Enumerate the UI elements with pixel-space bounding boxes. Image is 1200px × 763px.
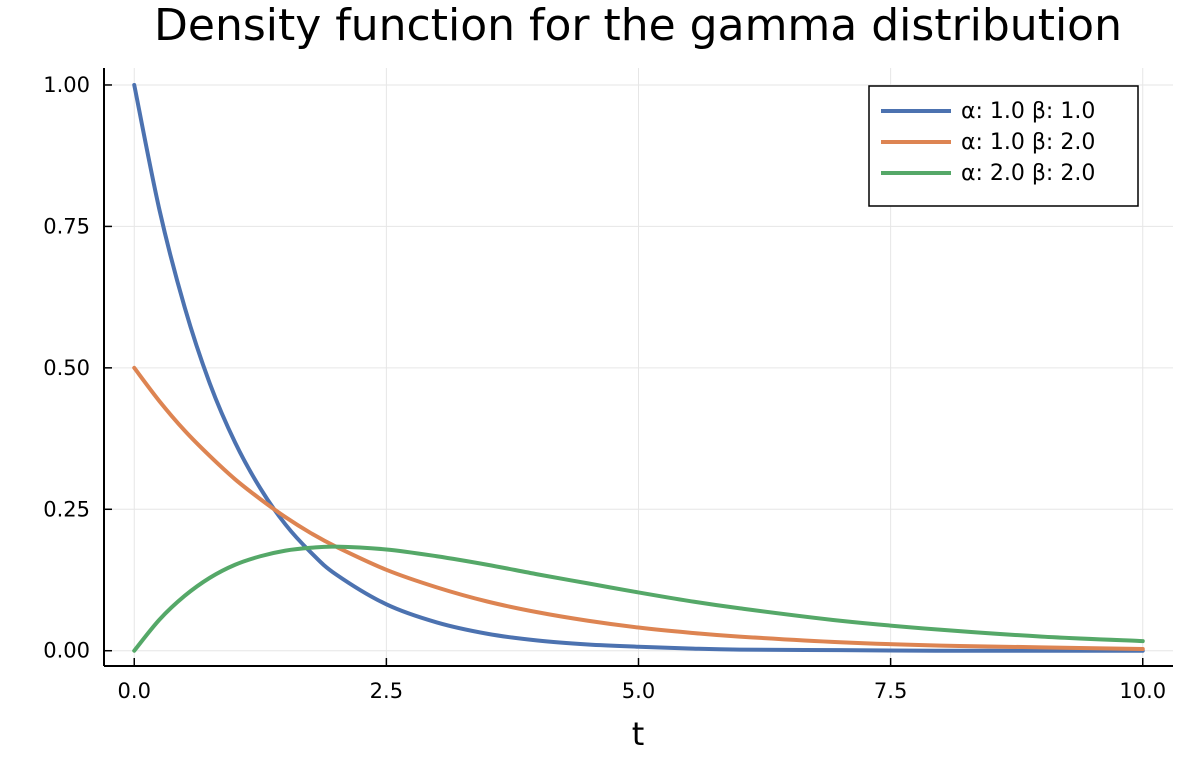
chart-title: Density function for the gamma distribut… — [154, 0, 1122, 51]
y-tick-label: 1.00 — [43, 73, 90, 97]
x-tick-label: 7.5 — [874, 679, 907, 703]
y-tick-label: 0.75 — [43, 214, 90, 238]
legend-entry-label: α: 2.0 β: 2.0 — [961, 161, 1095, 186]
series-layer — [132, 82, 1145, 653]
y-tick-label: 0.00 — [43, 639, 90, 663]
x-tick-label: 10.0 — [1119, 679, 1166, 703]
grid-layer — [104, 68, 1173, 666]
series-line-3 — [132, 544, 1145, 653]
legend: α: 1.0 β: 1.0 α: 1.0 β: 2.0 α: 2.0 β: 2.0 — [868, 85, 1139, 207]
y-tick-label: 0.25 — [43, 497, 90, 521]
y-tick-label: 0.50 — [43, 356, 90, 380]
legend-entry-label: α: 1.0 β: 2.0 — [961, 130, 1095, 155]
x-tick-label: 0.0 — [118, 679, 151, 703]
x-axis-label: t — [632, 715, 645, 753]
axis-layer — [103, 68, 1173, 667]
x-tick-label: 2.5 — [370, 679, 403, 703]
tick-layer: 0.0 2.5 5.0 7.5 10.0 0.00 0.25 0.50 0.75 1.00 — [43, 73, 1166, 703]
series-line-1 — [132, 82, 1145, 653]
legend-box — [868, 85, 1139, 207]
legend-entry-label: α: 1.0 β: 1.0 — [961, 99, 1095, 124]
series-line-2 — [132, 365, 1145, 652]
x-tick-label: 5.0 — [622, 679, 655, 703]
